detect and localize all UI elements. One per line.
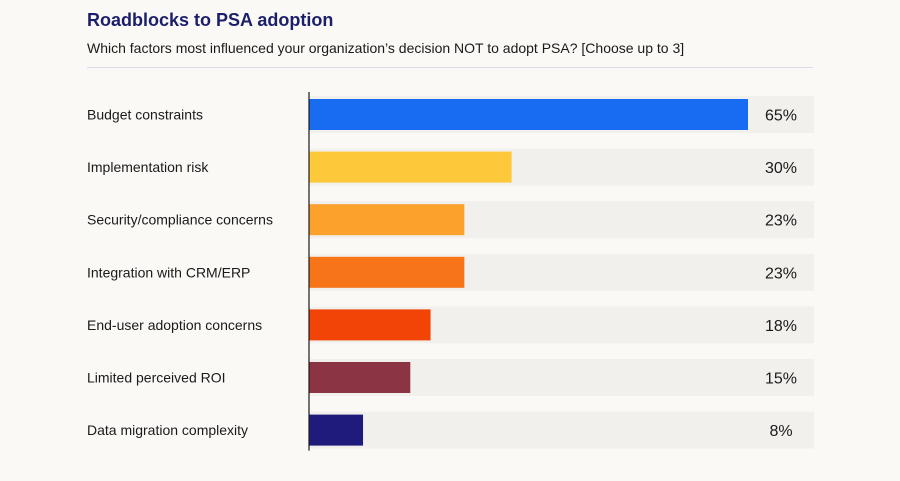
bar	[309, 204, 465, 236]
value-label: 18%	[765, 318, 797, 335]
category-label: Budget constraints	[87, 107, 203, 123]
category-label: End-user adoption concerns	[87, 317, 262, 333]
bar	[309, 256, 465, 288]
category-label: Integration with CRM/ERP	[87, 264, 250, 280]
chart-title: Roadblocks to PSA adoption	[87, 10, 334, 30]
bar	[309, 414, 364, 446]
header-divider	[87, 67, 813, 68]
bar	[309, 362, 411, 393]
category-label: Implementation risk	[87, 159, 209, 175]
value-label: 30%	[765, 160, 797, 177]
chart-subtitle: Which factors most influenced your organ…	[87, 40, 685, 56]
value-label: 8%	[769, 423, 792, 440]
category-label: Security/compliance concerns	[87, 212, 273, 228]
bar	[309, 309, 431, 341]
bar	[309, 151, 512, 183]
category-label: Limited perceived ROI	[87, 370, 226, 386]
value-label: 23%	[765, 265, 797, 282]
value-label: 15%	[765, 371, 797, 388]
bar-track	[309, 411, 814, 449]
value-label: 65%	[765, 108, 797, 125]
value-label: 23%	[765, 213, 797, 230]
category-label: Data migration complexity	[87, 422, 248, 438]
bar	[309, 99, 748, 130]
